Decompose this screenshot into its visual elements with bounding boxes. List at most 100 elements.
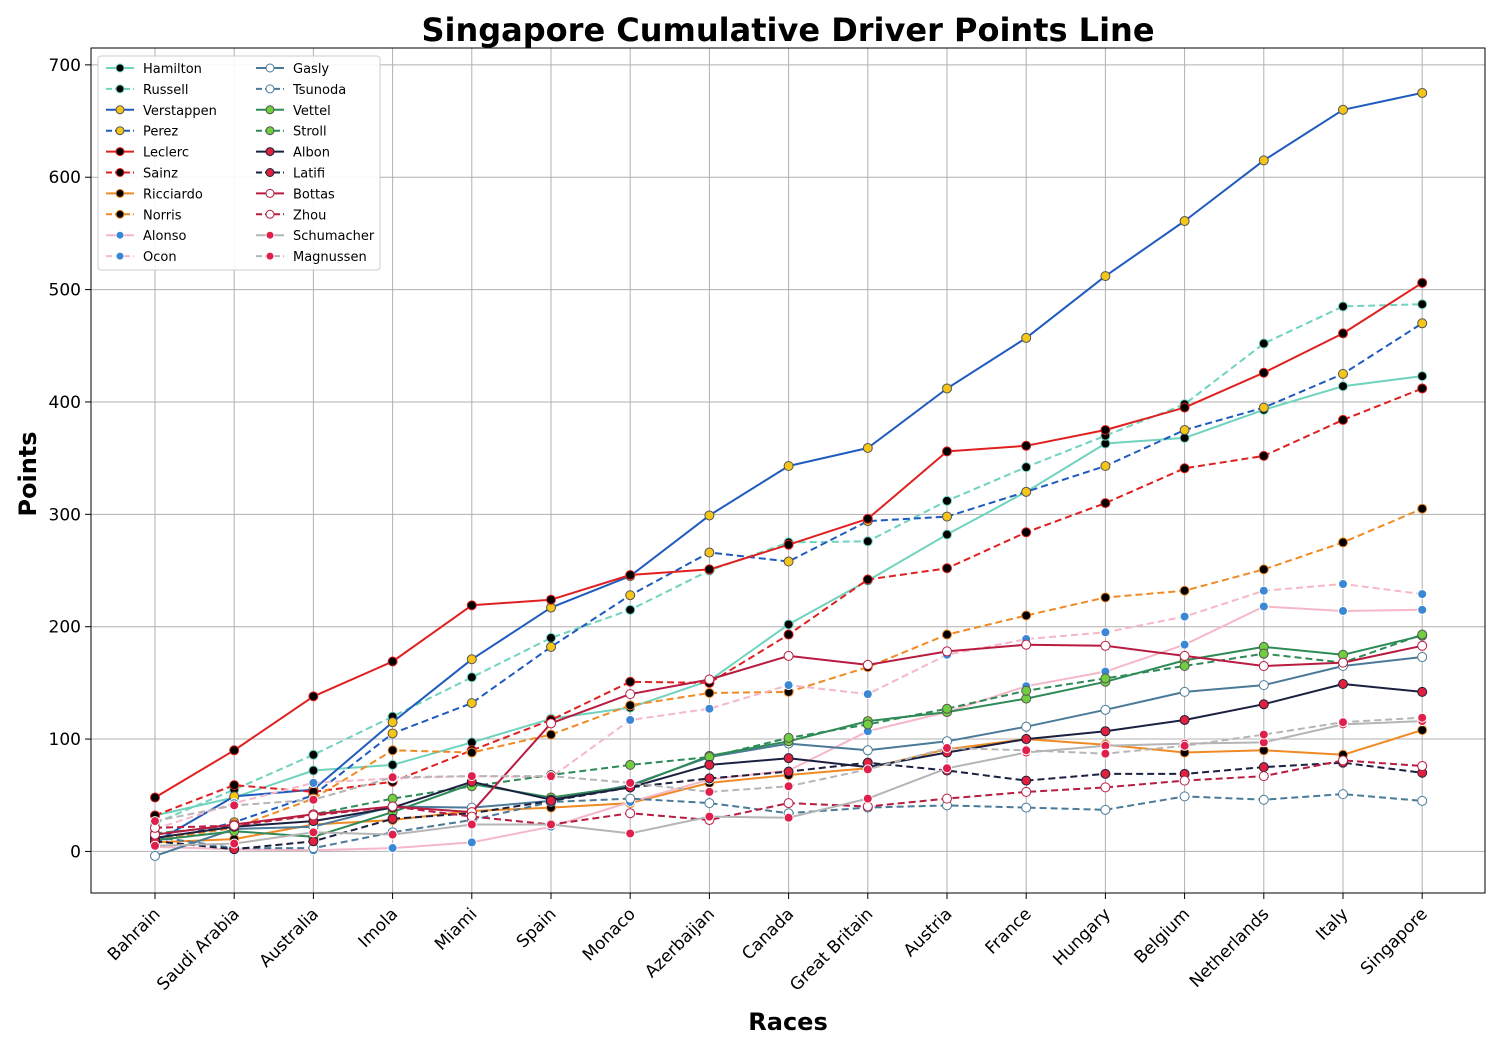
data-point-magnussen	[783, 781, 794, 792]
data-point-bottas	[625, 689, 636, 700]
data-point-zhou	[1100, 782, 1111, 793]
y-tick-label: 700	[49, 56, 81, 76]
data-point-hamilton	[1417, 371, 1428, 382]
data-point-schumacher	[704, 811, 715, 822]
data-point-alonso	[1179, 639, 1190, 650]
data-point-stroll	[1021, 685, 1032, 696]
data-point-bottas	[546, 718, 556, 729]
data-point-tsunoda	[1338, 789, 1348, 800]
chart-title: Singapore Cumulative Driver Points Line	[421, 11, 1154, 49]
data-point-verstappen	[1021, 332, 1032, 343]
data-point-latifi	[387, 813, 398, 824]
data-point-magnussen	[1258, 729, 1269, 740]
data-point-stroll	[1100, 673, 1111, 684]
data-point-zhou	[1179, 775, 1190, 786]
legend-label: Bottas	[293, 187, 335, 202]
legend-marker	[265, 251, 275, 261]
x-tick-label: Saudi Arabia	[153, 904, 243, 994]
data-point-sainz	[1100, 498, 1111, 509]
x-tick-label: Australia	[256, 904, 323, 971]
data-point-perez	[1417, 318, 1428, 329]
y-axis-ticks: 0 100 200 300 400 500 600 700	[49, 56, 91, 862]
data-point-hamilton	[308, 765, 319, 776]
legend-item-latifi: Latifi	[256, 167, 325, 182]
y-axis-label: Points	[14, 431, 42, 516]
data-point-stroll	[1179, 661, 1190, 672]
x-tick-label: Italy	[1312, 904, 1352, 944]
data-point-stroll	[783, 732, 794, 743]
legend-item-norris: Norris	[106, 208, 182, 223]
legend-item-alonso: Alonso	[106, 229, 186, 244]
legend-marker	[115, 63, 125, 73]
legend-item-gasly: Gasly	[256, 62, 329, 77]
data-point-magnussen	[466, 771, 477, 782]
data-point-ocon	[1417, 589, 1428, 600]
data-point-sainz	[625, 676, 636, 687]
data-point-tsunoda	[625, 793, 636, 804]
data-point-alonso	[1258, 601, 1269, 612]
data-point-schumacher	[466, 819, 477, 830]
legend-label: Perez	[143, 125, 178, 140]
y-tick-label: 200	[49, 618, 81, 638]
data-point-magnussen	[546, 771, 556, 782]
data-point-tsunoda	[1021, 802, 1032, 813]
data-point-norris	[942, 629, 952, 640]
data-point-albon	[1021, 734, 1032, 745]
data-point-schumacher	[546, 819, 556, 830]
data-point-schumacher	[625, 828, 636, 839]
series-line-perez	[154, 322, 1423, 844]
data-point-latifi	[1258, 762, 1269, 773]
legend-marker	[265, 105, 275, 115]
data-point-albon	[1258, 699, 1269, 710]
data-point-schumacher	[942, 763, 952, 774]
data-point-russell	[942, 495, 952, 506]
data-point-stroll	[942, 703, 952, 714]
y-tick-label: 500	[49, 281, 81, 301]
plot-frame	[90, 47, 1486, 894]
data-point-sainz	[1338, 414, 1348, 425]
data-point-perez	[942, 511, 952, 522]
legend-label: Schumacher	[293, 229, 375, 244]
data-point-perez	[387, 728, 398, 739]
legend-item-tsunoda: Tsunoda	[256, 83, 346, 98]
legend-label: Leclerc	[143, 146, 189, 161]
data-point-perez	[1338, 368, 1348, 379]
series-leclerc	[150, 277, 1428, 803]
data-point-ocon	[1100, 627, 1111, 638]
legend-item-zhou: Zhou	[256, 208, 326, 223]
legend-marker	[265, 209, 275, 219]
data-point-albon	[1179, 714, 1190, 725]
x-tick-label: Azerbaijan	[641, 904, 719, 982]
legend-marker	[115, 147, 125, 157]
y-tick-label: 0	[70, 842, 81, 862]
data-point-latifi	[308, 836, 319, 847]
data-point-schumacher	[308, 827, 319, 838]
data-point-leclerc	[1338, 328, 1348, 339]
data-point-magnussen	[387, 772, 398, 783]
data-point-sainz	[1417, 383, 1428, 394]
data-point-tsunoda	[1100, 804, 1111, 815]
data-point-verstappen	[704, 510, 715, 521]
data-point-magnussen	[704, 786, 715, 797]
y-tick-label: 300	[49, 505, 81, 525]
data-point-magnussen	[229, 800, 240, 811]
data-point-perez	[704, 547, 715, 558]
y-tick-label: 400	[49, 393, 81, 413]
data-point-bottas	[1100, 640, 1111, 651]
legend-marker	[115, 84, 125, 94]
data-point-bottas	[1417, 640, 1428, 651]
data-point-ocon	[704, 703, 715, 714]
data-point-norris	[466, 747, 477, 758]
data-point-hamilton	[1338, 381, 1348, 392]
data-point-leclerc	[862, 513, 873, 524]
data-point-verstappen	[387, 717, 398, 728]
data-point-magnussen	[625, 777, 636, 788]
legend-marker	[265, 147, 275, 157]
data-point-alonso	[466, 837, 477, 848]
legend-marker	[115, 188, 125, 198]
x-tick-label: Belgium	[1131, 904, 1194, 967]
legend-marker	[265, 126, 275, 136]
legend-item-hamilton: Hamilton	[106, 62, 202, 77]
data-point-zhou	[942, 793, 952, 804]
data-point-russell	[546, 632, 556, 643]
